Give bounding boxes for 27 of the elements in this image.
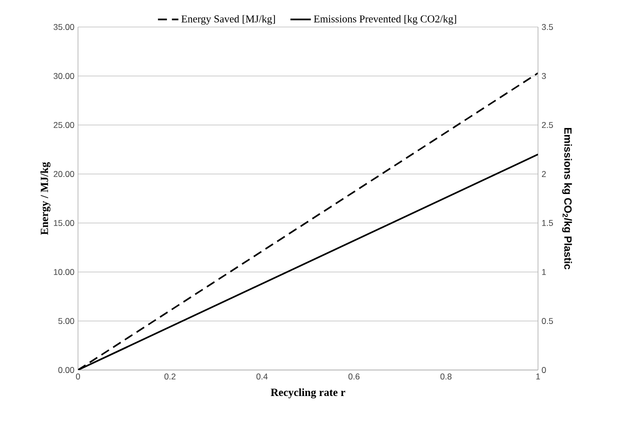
- x-tick-label: 0.2: [164, 374, 176, 380]
- y-tick-label: 20.00: [54, 171, 74, 177]
- y2-tick-label: 2: [542, 171, 546, 177]
- x-tick-label: 1: [536, 374, 540, 380]
- y2-tick-label: 1: [542, 269, 546, 275]
- y2-axis-title: Emissions kg CO$_{2}$/kg Plastic: [562, 128, 572, 270]
- x-tick-label: 0.8: [440, 374, 452, 380]
- y2-tick-label: 2.5: [542, 122, 553, 128]
- y2-tick-label: 0: [542, 367, 546, 373]
- x-tick-label: 0.6: [348, 374, 360, 380]
- y2-tick-label: 1.5: [542, 220, 553, 226]
- y-tick-label: 0.00: [58, 367, 74, 373]
- y-tick-label: 25.00: [54, 122, 74, 128]
- y2-tick-label: 3.5: [542, 24, 553, 30]
- y2-tick-label: 3: [542, 73, 546, 79]
- x-axis-title: Recycling rate r: [270, 388, 346, 398]
- y-tick-label: 30.00: [54, 73, 74, 79]
- y-tick-label: 35.00: [54, 24, 74, 30]
- y-tick-label: 15.00: [54, 220, 74, 226]
- y-tick-label: 10.00: [54, 269, 74, 275]
- legend-label: Emissions Prevented [kg CO2/kg]: [314, 15, 456, 25]
- x-tick-label: 0: [76, 374, 80, 380]
- y-axis-title: Energy / MJ/kg: [40, 162, 50, 235]
- legend-label: Energy Saved [MJ/kg]: [181, 15, 275, 25]
- x-tick-label: 0.4: [256, 374, 268, 380]
- y-tick-label: 5.00: [58, 318, 74, 324]
- y2-tick-label: 0.5: [542, 318, 553, 324]
